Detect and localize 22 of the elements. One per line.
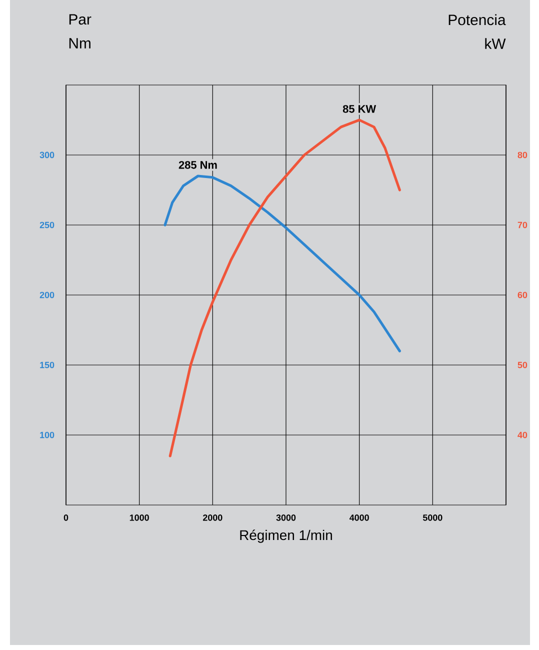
- annotation: 285 Nm: [178, 161, 217, 169]
- x-tick-label: 2000: [203, 514, 222, 521]
- y-axis-title: Par Nm: [69, 14, 92, 48]
- x-axis-title: Régimen 1/min: [240, 530, 332, 543]
- y-tick-label: 100: [40, 432, 54, 438]
- y2-tick-label: 50: [518, 362, 528, 368]
- y-tick-label: 200: [40, 292, 54, 298]
- y2-tick-label: 70: [518, 222, 528, 228]
- y2-axis-title: Potencia kW: [448, 14, 506, 49]
- x-tick-label: 4000: [349, 514, 369, 521]
- y-tick-label: 150: [40, 362, 54, 368]
- x-tick-label: 5000: [422, 514, 442, 521]
- y2-tick-label: 60: [518, 292, 528, 298]
- annotation: 85 KW: [342, 105, 376, 113]
- y-tick-label: 250: [40, 222, 54, 228]
- y-tick-label: 300: [40, 152, 54, 158]
- x-tick-label: 1000: [130, 514, 149, 521]
- x-tick-label: 3000: [276, 514, 296, 521]
- x-tick-label: 0: [64, 514, 68, 521]
- y2-tick-label: 80: [518, 152, 528, 158]
- y2-tick-label: 40: [518, 432, 528, 438]
- line-series: [168, 118, 401, 458]
